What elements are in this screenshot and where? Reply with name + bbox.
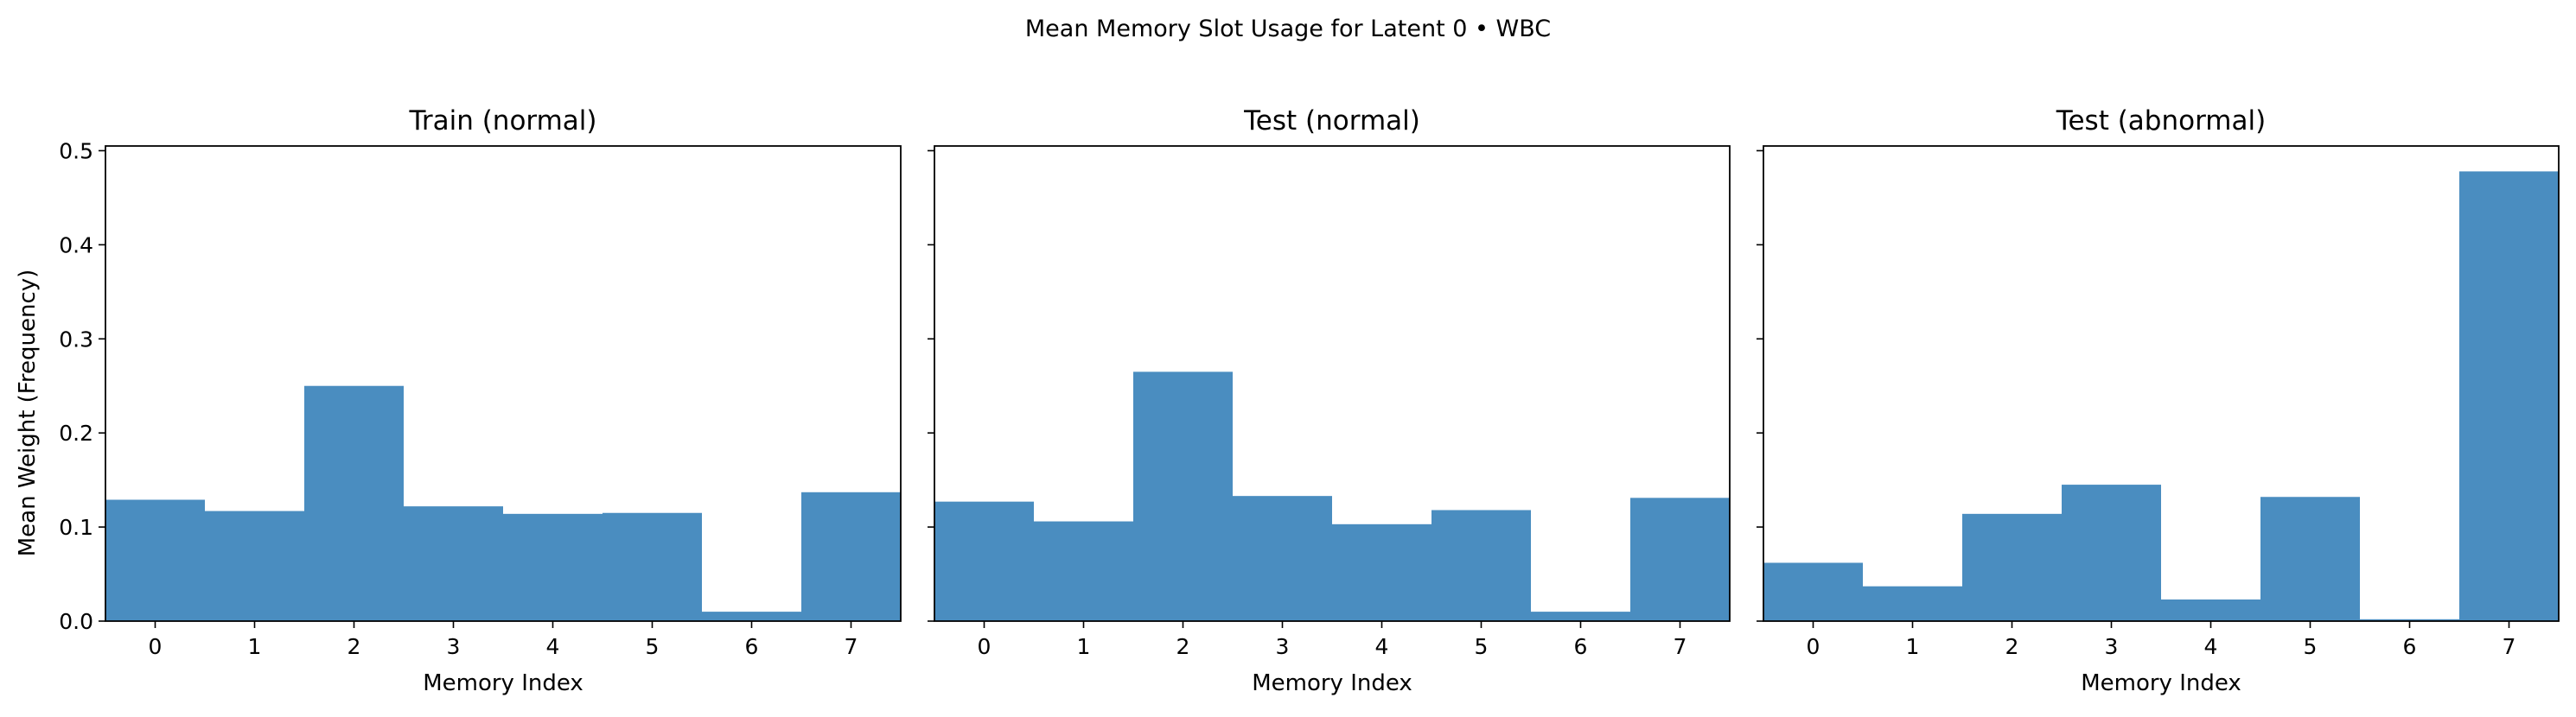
x-tick-label: 7 bbox=[845, 634, 858, 659]
bar-6 bbox=[702, 612, 801, 621]
panel-title: Test (normal) bbox=[1243, 105, 1420, 136]
bar-3 bbox=[1233, 496, 1332, 621]
bar-0 bbox=[1763, 562, 1863, 621]
figure-title: Mean Memory Slot Usage for Latent 0 • WB… bbox=[1025, 16, 1551, 42]
bar-5 bbox=[1431, 510, 1531, 621]
x-tick-label: 4 bbox=[2204, 634, 2218, 659]
x-axis-label: Memory Index bbox=[2081, 670, 2241, 696]
bar-4 bbox=[503, 513, 603, 621]
x-tick-label: 5 bbox=[2304, 634, 2318, 659]
x-tick-label: 0 bbox=[1807, 634, 1820, 659]
bar-2 bbox=[1133, 371, 1233, 621]
x-tick-label: 1 bbox=[1077, 634, 1091, 659]
x-tick-label: 3 bbox=[2105, 634, 2119, 659]
y-tick-label: 0.0 bbox=[59, 609, 93, 634]
bar-3 bbox=[404, 506, 503, 621]
bar-7 bbox=[801, 492, 901, 621]
bar-1 bbox=[1034, 521, 1133, 621]
bar-7 bbox=[1630, 498, 1730, 621]
x-axis-label: Memory Index bbox=[423, 670, 583, 696]
x-tick-label: 1 bbox=[248, 634, 262, 659]
bar-4 bbox=[2161, 599, 2260, 621]
x-tick-label: 6 bbox=[2403, 634, 2417, 659]
bar-7 bbox=[2459, 171, 2559, 621]
panel-3: Test (abnormal) 0 1 2 3 4 5 6 7 Memory Index bbox=[1757, 105, 2560, 696]
plot-frame bbox=[105, 145, 902, 622]
bar-2 bbox=[1962, 513, 2062, 621]
panel-title: Test (abnormal) bbox=[2056, 105, 2266, 136]
plot-frame bbox=[1763, 145, 2560, 622]
x-tick-label: 3 bbox=[447, 634, 461, 659]
panel-1: Train (normal) 0 1 2 3 4 5 6 7 0.0 0.1 0.2 0.3 0.4 0.5… bbox=[59, 105, 902, 696]
x-tick-label: 2 bbox=[2005, 634, 2019, 659]
x-tick-label: 5 bbox=[1475, 634, 1489, 659]
y-tick-label: 0.3 bbox=[59, 327, 93, 352]
x-tick-label: 6 bbox=[1574, 634, 1588, 659]
x-tick-label: 4 bbox=[1375, 634, 1389, 659]
x-axis-label: Memory Index bbox=[1252, 670, 1412, 696]
x-tick-label: 7 bbox=[2503, 634, 2516, 659]
x-tick-label: 6 bbox=[745, 634, 759, 659]
x-tick-label: 0 bbox=[149, 634, 163, 659]
bar-1 bbox=[1863, 586, 1962, 621]
x-tick-label: 7 bbox=[1674, 634, 1687, 659]
bar-4 bbox=[1332, 523, 1431, 621]
bar-5 bbox=[2260, 497, 2360, 621]
bar-2 bbox=[304, 385, 404, 621]
bar-5 bbox=[603, 512, 702, 621]
bar-1 bbox=[205, 511, 304, 621]
y-tick-label: 0.1 bbox=[59, 515, 93, 540]
x-tick-label: 0 bbox=[978, 634, 992, 659]
y-axis-label: Mean Weight (Frequency) bbox=[15, 270, 41, 557]
x-tick-label: 3 bbox=[1276, 634, 1290, 659]
bar-6 bbox=[2360, 619, 2459, 621]
x-tick-label: 2 bbox=[348, 634, 361, 659]
panels: Train (normal) 0 1 2 3 4 5 6 7 0.0 0.1 0.2 0.3 0.4 0.5… bbox=[59, 105, 2560, 696]
panel-2: Test (normal) 0 1 2 3 4 5 6 7 Memory Index bbox=[928, 105, 1731, 696]
x-tick-label: 4 bbox=[546, 634, 560, 659]
bar-0 bbox=[105, 499, 205, 621]
plot-frame bbox=[934, 145, 1731, 622]
y-tick-label: 0.4 bbox=[59, 232, 93, 257]
panel-title: Train (normal) bbox=[408, 105, 596, 136]
bar-0 bbox=[934, 501, 1034, 621]
x-tick-label: 5 bbox=[646, 634, 660, 659]
y-tick-label: 0.2 bbox=[59, 421, 93, 446]
bar-6 bbox=[1531, 612, 1630, 621]
x-tick-label: 2 bbox=[1176, 634, 1190, 659]
x-tick-label: 1 bbox=[1906, 634, 1920, 659]
y-tick-label: 0.5 bbox=[59, 138, 93, 163]
bar-3 bbox=[2062, 485, 2161, 621]
